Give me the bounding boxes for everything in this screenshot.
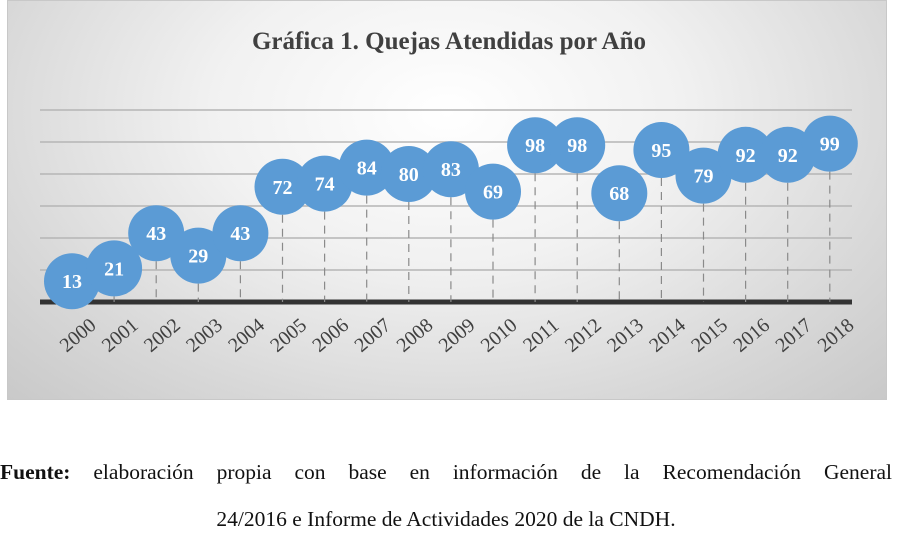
x-tick-label: 2015 [687,314,732,357]
x-tick-label: 2018 [814,314,859,357]
data-label: 92 [778,145,798,167]
data-point-marker [717,126,774,183]
data-label: 98 [567,135,587,157]
source-label: Fuente: [0,460,71,484]
source-text-line2: 24/2016 e Informe de Actividades 2020 de… [216,507,676,531]
data-label: 68 [609,183,629,205]
x-tick-label: 2007 [350,314,395,357]
data-label: 74 [315,174,335,196]
data-point-marker [465,163,521,220]
x-tick-label: 2006 [308,314,353,357]
x-tick-label: 2001 [98,314,143,357]
x-tick-label: 2002 [140,314,185,357]
data-point-marker [380,146,437,202]
source-text-line1: elaboración propia con base en informaci… [93,460,892,484]
chart-title: Gráfica 1. Quejas Atendidas por Año [251,28,647,55]
x-tick-label: 2011 [519,314,563,356]
data-label: 13 [62,271,82,293]
x-tick-label: 2014 [645,314,690,357]
data-point-marker [801,115,858,172]
data-point-marker [549,117,606,174]
x-tick-label: 2004 [224,314,269,357]
x-tick-label: 2000 [56,314,101,357]
data-label: 43 [230,223,250,245]
data-point-marker [44,253,100,310]
data-point-marker [170,227,227,284]
data-label: 80 [399,164,419,186]
x-tick-label: 2010 [477,314,522,357]
source-note: Fuente: elaboración propia con base en i… [0,460,892,485]
chart-plot: 13 21 43 29 43 72 74 84 80 83 69 98 98 68 95 79 92 92 99 20… [40,109,859,357]
data-label: 29 [188,246,208,268]
x-tick-label: 2005 [266,314,311,357]
data-label: 72 [273,177,293,199]
x-tick-label: 2003 [182,314,227,357]
data-point-marker [296,155,353,212]
data-point-marker [759,126,816,183]
chart-panel [7,0,887,400]
data-label: 92 [736,145,756,167]
x-tick-label: 2009 [435,314,480,357]
data-point-marker [633,122,690,178]
data-label: 43 [146,223,166,245]
data-label: 84 [357,158,377,180]
data-label: 83 [441,159,461,181]
x-tick-label: 2013 [603,314,648,357]
x-tick-label: 2016 [729,314,774,357]
data-point-marker [422,141,479,198]
data-label: 98 [525,135,545,157]
data-point-marker [254,158,311,215]
x-tick-label: 2012 [561,314,606,357]
data-label: 95 [651,140,671,162]
data-point-marker [507,117,564,174]
data-point-marker [212,205,269,262]
data-label: 99 [820,134,840,156]
data-point-marker [128,205,185,262]
data-label: 69 [483,182,503,204]
x-tick-label: 2017 [771,314,816,357]
data-label: 79 [694,166,714,188]
data-label: 21 [104,258,124,280]
data-point-marker [86,240,143,297]
x-tick-label: 2008 [393,314,438,357]
data-point-marker [675,147,732,204]
data-point-marker [591,165,648,222]
data-point-marker [338,139,395,196]
